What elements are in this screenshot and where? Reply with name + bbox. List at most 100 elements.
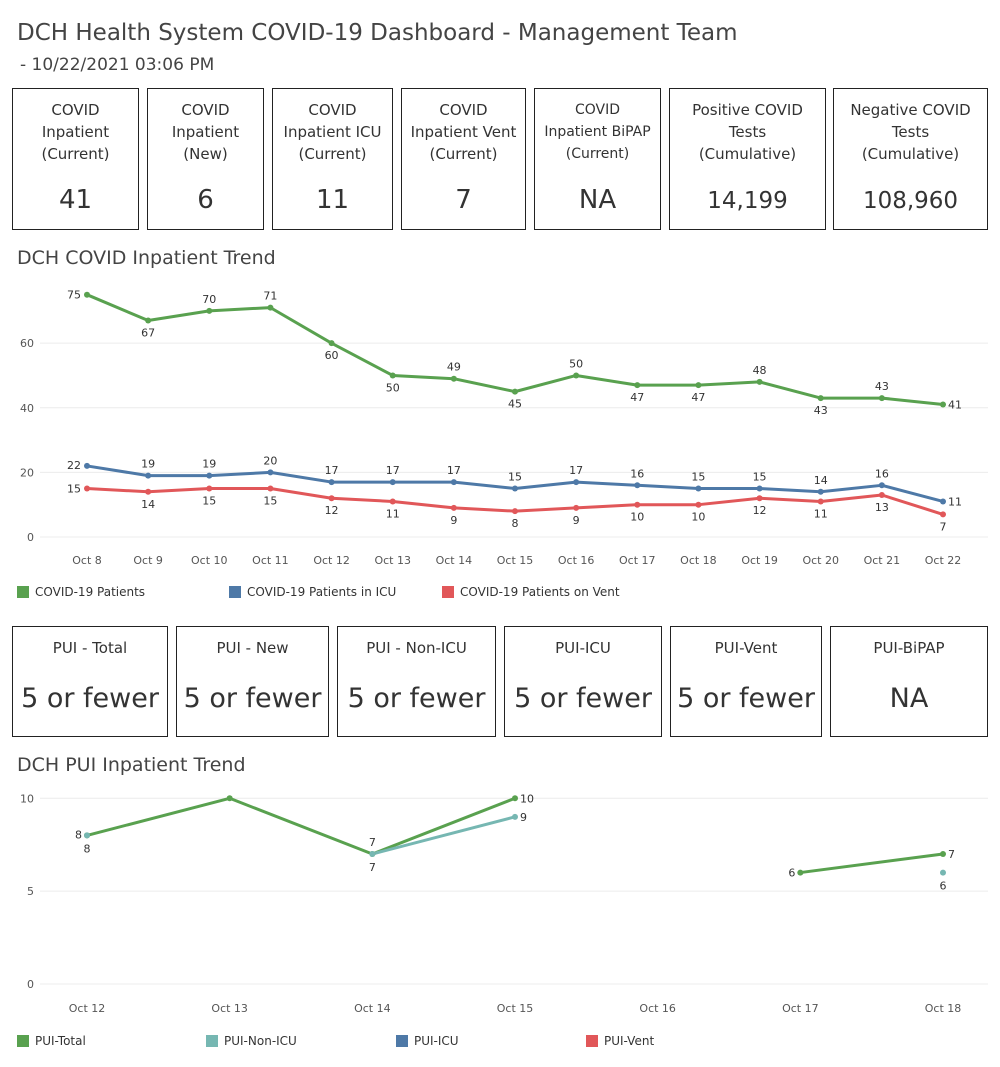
y-tick-label: 0 — [27, 531, 34, 544]
data-point — [84, 485, 90, 492]
x-tick-label: Oct 19 — [741, 554, 778, 567]
legend-swatch — [442, 586, 454, 598]
data-label: 75 — [67, 289, 81, 302]
data-point — [84, 291, 90, 298]
data-label: 9 — [573, 514, 580, 527]
x-tick-label: Oct 22 — [925, 554, 962, 567]
data-point — [634, 501, 641, 508]
data-point — [756, 495, 763, 502]
data-point — [450, 479, 457, 486]
x-tick-label: Oct 15 — [497, 554, 534, 567]
data-point — [512, 508, 518, 515]
data-label: 45 — [508, 398, 522, 411]
data-label: 15 — [67, 483, 81, 496]
legend-label: COVID-19 Patients in ICU — [247, 585, 397, 599]
data-label: 17 — [447, 464, 461, 477]
data-point — [940, 511, 946, 518]
data-label: 12 — [325, 504, 339, 517]
kpi-label: COVID Inpatient (New) — [171, 101, 240, 163]
data-label: 43 — [875, 380, 889, 393]
data-point — [328, 479, 335, 486]
legend-item-covid-patients: COVID-19 Patients — [17, 585, 145, 599]
data-label: 19 — [141, 458, 155, 471]
kpi-value: 6 — [197, 185, 214, 215]
kpi-label: Negative COVID Tests (Cumulative) — [850, 101, 971, 163]
data-label: 10 — [520, 792, 534, 805]
data-point — [878, 482, 885, 489]
data-label: 15 — [691, 471, 705, 484]
data-label: 70 — [202, 293, 216, 306]
kpi-label: COVID Inpatient ICU (Current) — [283, 101, 382, 163]
legend-item-pui-non-icu: PUI-Non-ICU — [206, 1034, 297, 1048]
data-label: 15 — [202, 495, 216, 508]
data-point — [389, 372, 396, 379]
legend-item-patients-vent: COVID-19 Patients on Vent — [442, 585, 620, 599]
pui-value: 5 or fewer — [514, 683, 652, 714]
data-label: 6 — [788, 867, 795, 880]
data-point — [328, 495, 335, 502]
data-point — [695, 501, 702, 508]
data-point — [84, 832, 90, 839]
data-point — [878, 492, 885, 498]
section-title-pui-trend: DCH PUI Inpatient Trend — [17, 754, 246, 776]
x-tick-label: Oct 11 — [252, 554, 289, 567]
data-point — [817, 395, 824, 402]
data-label: 47 — [630, 391, 644, 404]
data-point — [267, 304, 274, 311]
data-label: 10 — [630, 511, 644, 524]
data-point — [756, 485, 763, 492]
data-point — [940, 401, 946, 408]
pui-card-non-icu: PUI - Non-ICU 5 or fewer — [337, 626, 496, 737]
pui-card-new: PUI - New 5 or fewer — [176, 626, 329, 737]
legend-swatch — [206, 1035, 218, 1047]
data-point — [634, 482, 641, 489]
data-label: 50 — [386, 381, 400, 394]
data-label: 17 — [569, 464, 583, 477]
data-label: 20 — [263, 454, 277, 467]
data-point — [145, 472, 152, 479]
series-line — [86, 293, 944, 407]
data-point — [817, 488, 824, 495]
data-point — [450, 504, 457, 511]
x-tick-label: Oct 12 — [313, 554, 350, 567]
legend-swatch — [17, 586, 29, 598]
data-label: 67 — [141, 327, 155, 340]
data-label: 50 — [569, 357, 583, 370]
data-label: 41 — [948, 399, 962, 412]
page-title: DCH Health System COVID-19 Dashboard - M… — [17, 20, 738, 46]
data-label: 19 — [202, 458, 216, 471]
data-label: 15 — [508, 471, 522, 484]
kpi-card-negative-tests: Negative COVID Tests (Cumulative) 108,96… — [833, 88, 988, 230]
y-tick-label: 40 — [20, 402, 34, 415]
legend-item-pui-vent: PUI-Vent — [586, 1034, 654, 1048]
x-tick-label: Oct 14 — [354, 1002, 391, 1015]
x-tick-label: Oct 16 — [558, 554, 595, 567]
data-label: 16 — [875, 467, 889, 480]
pui-card-icu: PUI-ICU 5 or fewer — [504, 626, 662, 737]
pui-label: PUI - Non-ICU — [366, 639, 467, 657]
data-label: 11 — [948, 495, 962, 508]
data-point — [817, 498, 824, 505]
kpi-label: COVID Inpatient Vent (Current) — [410, 101, 517, 163]
y-tick-label: 10 — [20, 792, 34, 805]
kpi-value: NA — [578, 185, 617, 215]
data-label: 15 — [753, 471, 767, 484]
pui-label: PUI - New — [216, 639, 289, 657]
pui-label: PUI - Total — [52, 639, 128, 657]
pui-card-bipap: PUI-BiPAP NA — [830, 626, 988, 737]
data-label: 11 — [386, 507, 400, 520]
data-point — [878, 395, 885, 402]
kpi-value: 11 — [315, 185, 350, 215]
x-tick-label: Oct 17 — [619, 554, 656, 567]
data-label: 11 — [814, 507, 828, 520]
data-label: 9 — [520, 811, 527, 824]
data-point — [369, 851, 376, 857]
section-title-inpatient-trend: DCH COVID Inpatient Trend — [17, 247, 276, 269]
pui-value: 5 or fewer — [21, 683, 159, 714]
data-label: 6 — [940, 880, 947, 893]
kpi-label: COVID Inpatient BiPAP (Current) — [544, 102, 651, 162]
data-label: 10 — [691, 511, 705, 524]
data-point — [206, 485, 213, 492]
x-tick-label: Oct 14 — [436, 554, 473, 567]
legend-label: COVID-19 Patients on Vent — [460, 585, 620, 599]
